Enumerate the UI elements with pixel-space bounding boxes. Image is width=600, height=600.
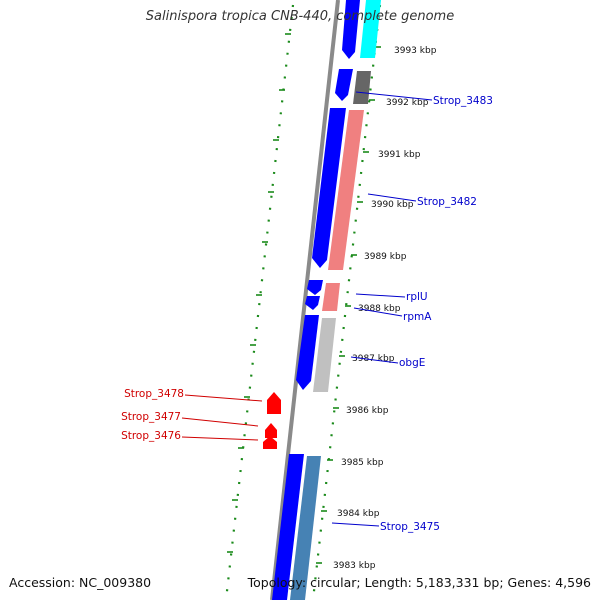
gene-arrow-strop-3475[interactable] xyxy=(272,454,304,600)
gene-arrow-obge[interactable] xyxy=(296,315,319,390)
tick-label: 3985 kbp xyxy=(341,458,384,468)
forward-callout-lines xyxy=(331,91,433,527)
category-bar-salmon-large[interactable] xyxy=(328,110,364,270)
tick-label: 3989 kbp xyxy=(364,252,407,262)
map-title: Salinispora tropica CNB-440, complete ge… xyxy=(145,9,455,24)
category-bar-cyan[interactable] xyxy=(360,0,381,58)
genome-backbone xyxy=(270,0,340,600)
tick-label: 3987 kbp xyxy=(352,354,395,364)
gene-label-strop-3477[interactable]: Strop_3477 xyxy=(121,411,181,423)
accession-text: Accession: NC_009380 xyxy=(9,575,152,590)
category-bar-steel-blue[interactable] xyxy=(290,456,321,600)
tick-label: 3990 kbp xyxy=(371,200,414,210)
tick-label: 3983 kbp xyxy=(333,561,376,571)
category-bar-salmon-small[interactable] xyxy=(322,283,340,311)
category-bar-light-gray[interactable] xyxy=(313,318,336,392)
gene-label-strop-3476[interactable]: Strop_3476 xyxy=(121,430,181,442)
gene-arrow-strop-3478[interactable] xyxy=(267,392,281,414)
gene-label-strop-3475[interactable]: Strop_3475 xyxy=(380,521,440,533)
tick-label: 3988 kbp xyxy=(358,304,401,314)
forward-gene-labels: Strop_3483 Strop_3482 rplU rpmA obgE Str… xyxy=(380,95,493,533)
gene-arrow-rplu[interactable] xyxy=(307,280,323,295)
reverse-callout-lines xyxy=(181,394,263,441)
gene-arrow-strop-3482[interactable] xyxy=(312,108,346,268)
tick-label: 3984 kbp xyxy=(337,509,380,519)
tick-label: 3986 kbp xyxy=(346,406,389,416)
tick-label: 3992 kbp xyxy=(386,98,429,108)
tick-labels: 3993 kbp 3992 kbp 3991 kbp 3990 kbp 3989… xyxy=(333,46,437,571)
gene-arrow-top[interactable] xyxy=(342,0,360,59)
gene-label-strop-3482[interactable]: Strop_3482 xyxy=(417,196,477,208)
tick-label: 3991 kbp xyxy=(378,150,421,160)
outer-major-ticks xyxy=(227,33,291,553)
gene-label-strop-3483[interactable]: Strop_3483 xyxy=(433,95,493,107)
gene-arrow-strop-3476[interactable] xyxy=(263,436,277,449)
gene-arrow-rpma[interactable] xyxy=(305,296,320,310)
gene-label-strop-3478[interactable]: Strop_3478 xyxy=(124,388,184,400)
gene-label-obge[interactable]: obgE xyxy=(399,357,425,369)
tick-label: 3993 kbp xyxy=(394,46,437,56)
reverse-gene-labels: Strop_3478 Strop_3477 Strop_3476 xyxy=(121,388,184,442)
genome-summary-text: Topology: circular; Length: 5,183,331 bp… xyxy=(247,575,591,590)
gene-label-rpma[interactable]: rpmA xyxy=(403,311,432,323)
gene-label-rplu[interactable]: rplU xyxy=(406,291,428,303)
category-bar-dark-gray[interactable] xyxy=(353,71,371,104)
gene-arrow-strop-3483[interactable] xyxy=(335,69,353,101)
gene-arrow-strop-3477[interactable] xyxy=(265,423,277,438)
